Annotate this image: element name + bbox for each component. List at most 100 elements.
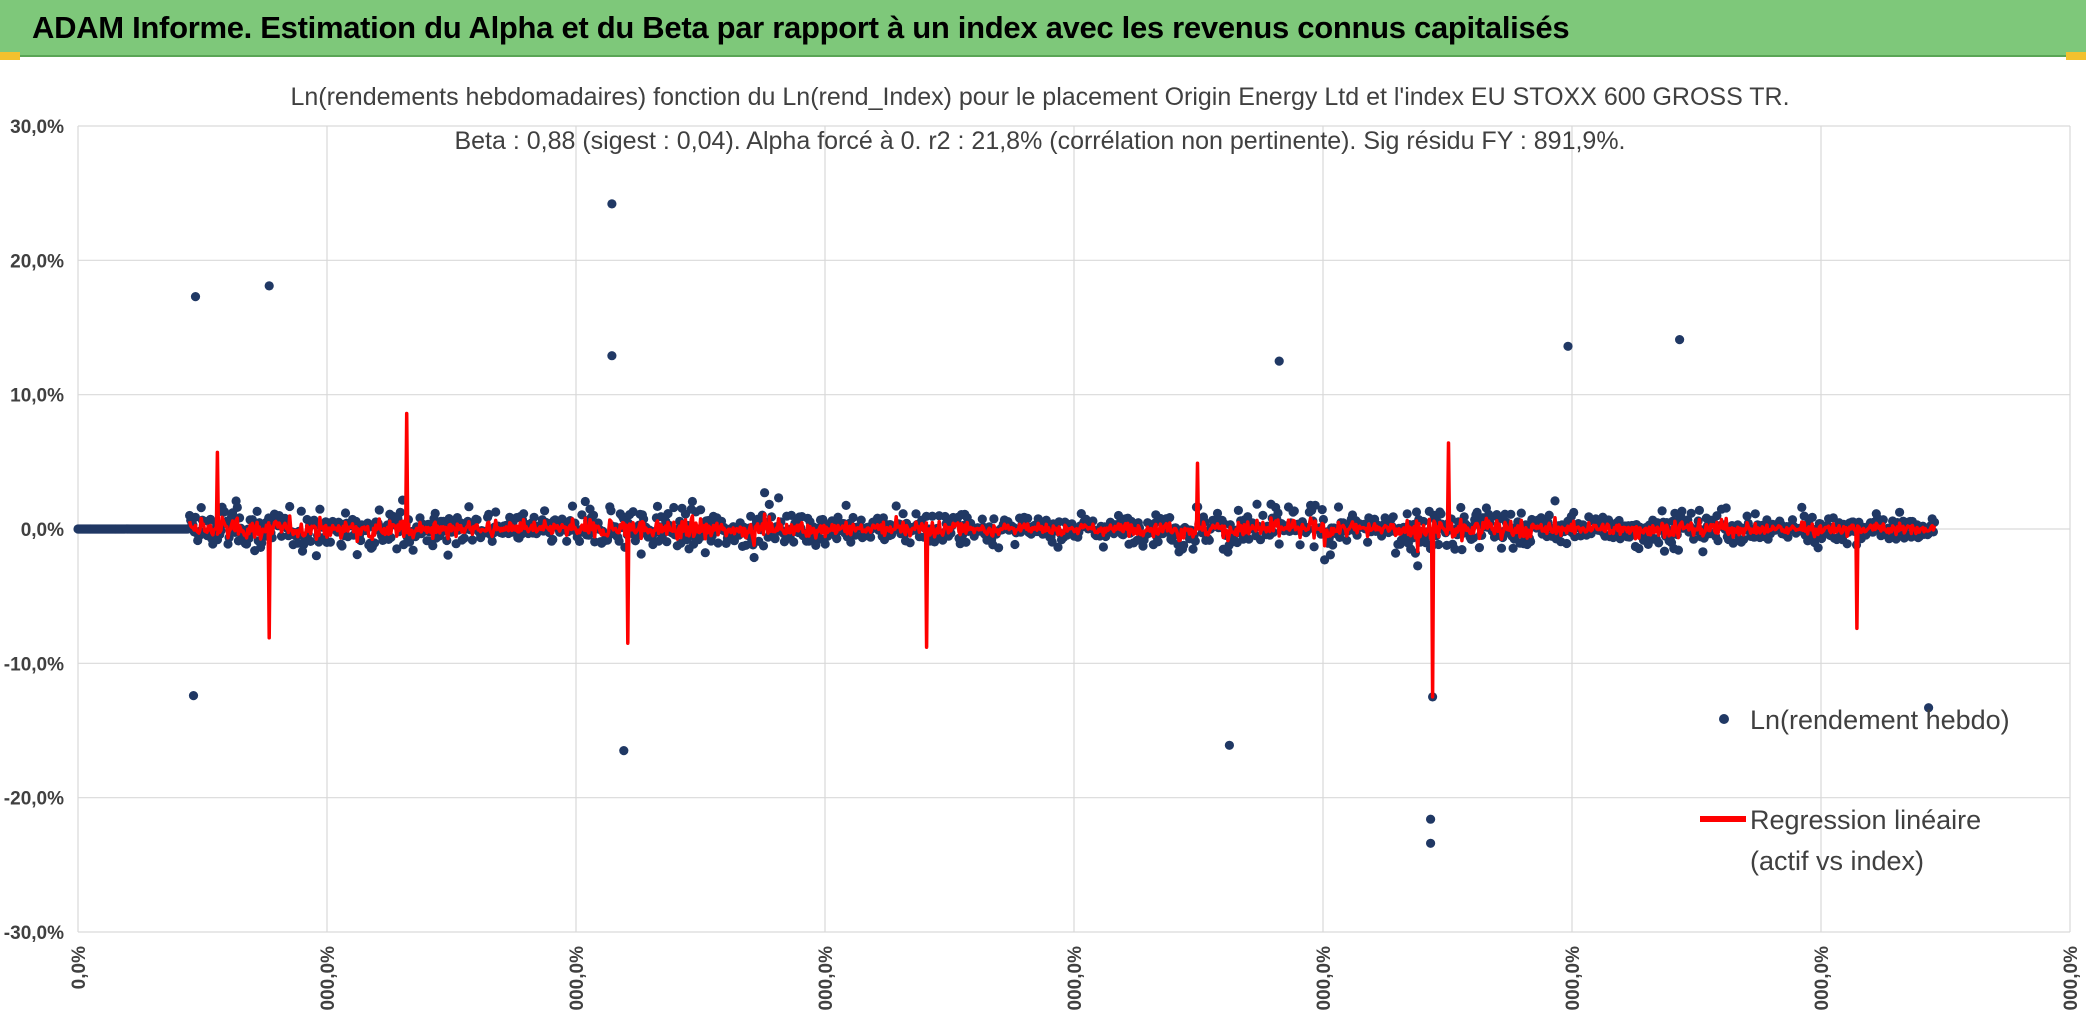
data-point	[1363, 537, 1373, 547]
data-point	[1225, 520, 1235, 530]
data-point	[1713, 536, 1723, 546]
data-point	[280, 513, 290, 523]
data-point	[1098, 542, 1108, 552]
data-point	[669, 502, 679, 513]
data-point	[562, 536, 572, 546]
data-point	[1289, 506, 1299, 516]
data-point	[1426, 814, 1436, 824]
data-point	[977, 514, 987, 524]
data-point	[219, 507, 230, 517]
chart-titles: Ln(rendements hebdomadaires) fonction du…	[290, 79, 1790, 155]
y-tick-label: -20,0%	[4, 789, 64, 810]
data-point	[1472, 507, 1482, 517]
data-point	[1053, 542, 1063, 552]
data-point	[1318, 514, 1328, 525]
data-point	[607, 351, 617, 361]
data-point	[1295, 540, 1305, 550]
data-point	[340, 508, 351, 518]
data-point	[1190, 536, 1200, 546]
data-point	[196, 503, 206, 513]
data-point	[636, 549, 646, 559]
x-tick-label: 000,0%	[1314, 946, 1335, 1011]
data-point	[1252, 499, 1262, 509]
data-point	[588, 510, 599, 520]
y-tick-label: 30,0%	[10, 117, 64, 138]
data-point	[1179, 540, 1189, 550]
data-point	[1721, 503, 1731, 513]
y-tick-label: 0,0%	[21, 520, 64, 541]
data-point	[1402, 509, 1412, 519]
y-tick-label: -30,0%	[4, 923, 64, 944]
data-point	[1694, 505, 1704, 515]
data-point	[1569, 507, 1579, 518]
data-point	[687, 496, 698, 507]
data-point	[1689, 534, 1699, 544]
data-point	[713, 538, 723, 548]
data-point	[850, 530, 861, 540]
data-point	[1924, 703, 1934, 713]
data-point	[1659, 546, 1670, 556]
data-point	[758, 541, 769, 551]
data-point	[1550, 496, 1560, 506]
data-point	[1563, 341, 1573, 351]
data-point	[443, 550, 453, 560]
data-point	[811, 540, 821, 550]
data-point	[264, 281, 274, 291]
y-tick-label: -10,0%	[4, 654, 64, 675]
data-point	[832, 534, 842, 544]
data-point	[1224, 740, 1234, 750]
data-point	[1742, 511, 1752, 521]
data-point	[1413, 561, 1423, 571]
data-point	[927, 511, 937, 521]
data-point	[1411, 507, 1422, 517]
data-point	[1807, 512, 1817, 522]
data-point	[1496, 543, 1507, 553]
data-point	[856, 515, 866, 525]
data-point	[306, 536, 316, 546]
data-point	[1450, 544, 1460, 554]
data-point	[467, 535, 477, 545]
y-axis-ticks: 30,0% 20,0% 10,0% 0,0% -10,0% -20,0% -30,0%	[4, 117, 64, 944]
data-point	[1418, 516, 1429, 527]
y-tick-label: 20,0%	[10, 251, 64, 272]
data-point	[190, 512, 200, 522]
data-point	[428, 541, 438, 551]
data-point	[911, 509, 921, 519]
data-point	[1516, 508, 1526, 518]
data-point	[1165, 513, 1175, 523]
data-point	[848, 512, 858, 523]
data-point	[487, 536, 497, 546]
data-point	[652, 501, 663, 511]
data-point	[749, 552, 759, 563]
data-point	[663, 509, 673, 519]
data-point	[1328, 540, 1338, 550]
data-point	[464, 502, 474, 512]
data-point	[833, 512, 843, 522]
data-point	[989, 514, 999, 524]
data-point	[774, 493, 784, 503]
data-point	[866, 532, 876, 542]
data-point	[472, 515, 482, 525]
data-point	[430, 508, 440, 518]
regression-line	[187, 411, 1937, 699]
data-point	[296, 506, 306, 516]
y-tick-label: 10,0%	[10, 386, 64, 407]
data-point	[519, 509, 529, 519]
data-point	[1325, 550, 1335, 560]
data-point	[1712, 511, 1722, 521]
x-tick-label: 000,0%	[318, 946, 339, 1011]
legend-label-regression: Regression linéaire	[1750, 805, 1981, 835]
data-point	[760, 488, 770, 498]
data-point	[1591, 514, 1601, 524]
data-point	[1750, 509, 1760, 519]
x-tick-label: 000,0%	[1812, 946, 1833, 1011]
data-point	[247, 515, 257, 525]
data-point	[878, 513, 889, 523]
data-point	[1677, 506, 1687, 516]
data-point	[1562, 538, 1572, 549]
data-point	[188, 691, 199, 701]
data-point	[1604, 515, 1614, 525]
data-point	[1544, 510, 1554, 520]
data-point	[1310, 500, 1320, 510]
data-point	[325, 537, 335, 547]
